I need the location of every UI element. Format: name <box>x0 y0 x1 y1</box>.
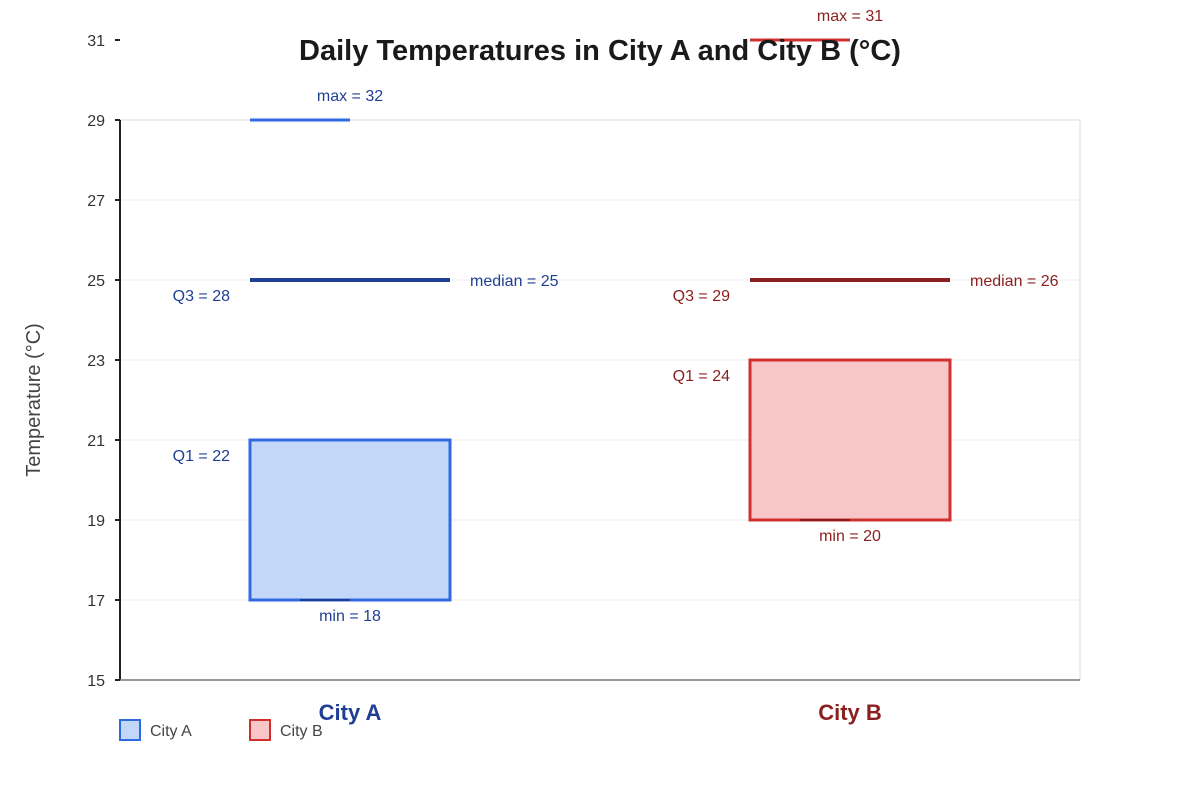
legend: City A City B <box>119 719 323 741</box>
x-category-label: City B <box>818 700 882 725</box>
y-tick-label: 27 <box>87 193 105 210</box>
y-tick-label: 19 <box>87 513 105 530</box>
y-tick-label: 21 <box>87 433 105 450</box>
box-city-a: max = 32 median = 25 Q3 = 28 Q1 = 22 min = 1… <box>173 88 559 625</box>
y-tick-label: 15 <box>87 673 105 690</box>
y-tick-label: 25 <box>87 273 105 290</box>
median-label: median = 26 <box>970 273 1059 290</box>
max-label: max = 32 <box>317 88 383 105</box>
box-city-b: max = 31 median = 26 Q3 = 29 Q1 = 24 min = 2… <box>673 8 1059 545</box>
min-label: min = 20 <box>819 528 881 545</box>
box-series: max = 32 median = 25 Q3 = 28 Q1 = 22 min = 1… <box>173 8 1059 625</box>
y-tick-label: 29 <box>87 113 105 130</box>
y-axis: 15 17 19 21 23 25 27 29 31 <box>87 33 1080 690</box>
iqr-box <box>748 358 952 522</box>
legend-swatch <box>119 719 141 741</box>
median-label: median = 25 <box>470 273 559 290</box>
q1-label: Q1 = 22 <box>173 448 230 465</box>
iqr-box <box>248 438 452 602</box>
chart-title: Daily Temperatures in City A and City B … <box>299 35 901 67</box>
y-axis-label: Temperature (°C) <box>23 323 45 477</box>
legend-label: City A <box>150 723 192 740</box>
x-category-label: City A <box>319 700 382 725</box>
q3-label: Q3 = 28 <box>173 288 230 305</box>
q1-label: Q1 = 24 <box>673 368 730 385</box>
min-label: min = 18 <box>319 608 381 625</box>
category-labels: City A City B <box>319 700 882 725</box>
legend-swatch <box>249 719 271 741</box>
legend-label: City B <box>280 723 323 740</box>
y-tick-label: 31 <box>87 33 105 50</box>
y-tick-label: 17 <box>87 593 105 610</box>
legend-item: City A <box>119 719 192 741</box>
y-tick-label: 23 <box>87 353 105 370</box>
max-label: max = 31 <box>817 8 883 25</box>
legend-item: City B <box>249 719 323 741</box>
q3-label: Q3 = 29 <box>673 288 730 305</box>
